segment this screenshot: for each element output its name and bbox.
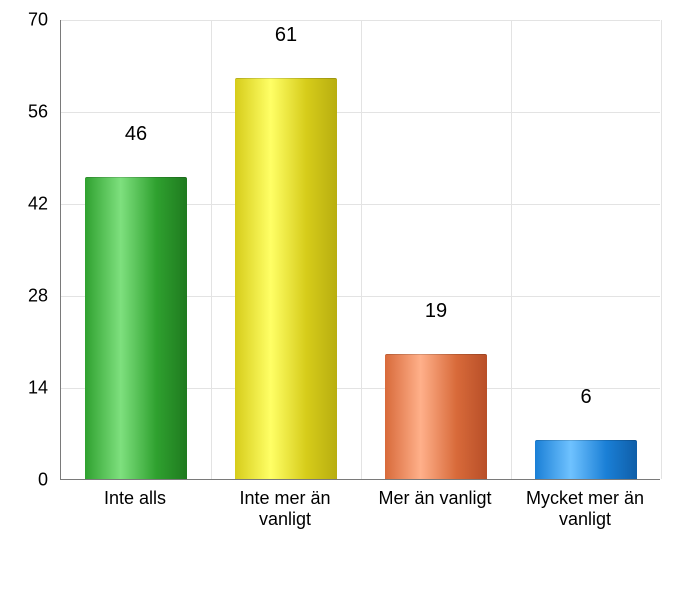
gridline-vertical — [511, 20, 512, 479]
bar-value-label: 46 — [125, 123, 147, 146]
x-axis-label: Mer än vanligt — [368, 488, 503, 509]
bar — [385, 354, 487, 479]
plot-area: 46 61 19 6 — [60, 20, 660, 480]
gridline-vertical — [361, 20, 362, 479]
bar-value-label: 19 — [425, 300, 447, 323]
y-tick-label: 0 — [0, 470, 48, 491]
gridline-vertical — [661, 20, 662, 479]
bar-value-label: 6 — [580, 386, 591, 409]
x-axis-label: Inte mer än vanligt — [218, 488, 353, 530]
y-tick-label: 42 — [0, 194, 48, 215]
bar — [235, 78, 337, 479]
bar-chart: 46 61 19 6 0 14 28 42 56 70 Inte alls Inte mer än … — [0, 0, 700, 600]
bar-value-label: 61 — [275, 24, 297, 47]
y-tick-label: 70 — [0, 10, 48, 31]
bar — [85, 177, 187, 479]
y-tick-label: 14 — [0, 378, 48, 399]
bar — [535, 440, 637, 479]
y-tick-label: 28 — [0, 286, 48, 307]
gridline-vertical — [211, 20, 212, 479]
x-axis-label: Inte alls — [68, 488, 203, 509]
x-axis-label: Mycket mer än vanligt — [518, 488, 653, 530]
y-tick-label: 56 — [0, 102, 48, 123]
